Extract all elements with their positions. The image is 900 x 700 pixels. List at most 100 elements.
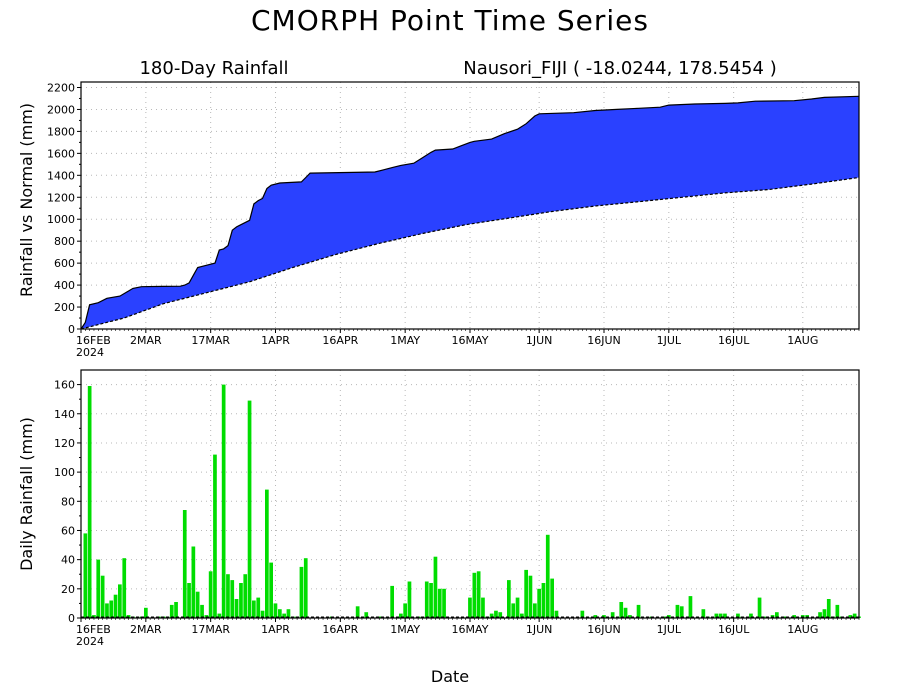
bottom-bar-2024-06-03 [546,535,550,618]
bottom-bar-2024-03-30 [265,490,269,618]
bottom-bar-2024-04-08 [304,558,308,618]
bottom-bar-2024-05-17 [473,573,477,618]
bottom-bar-2024-05-27 [516,598,520,618]
top-xtick-label-11: 1AUG [787,334,818,347]
bottom-bar-2024-05-29 [524,570,528,618]
bottom-bar-2024-06-04 [550,579,554,618]
bottom-bar-2024-06-21 [624,608,628,618]
bottom-bar-2024-03-08 [170,605,174,618]
top-xtick-label-4: 16APR [322,334,358,347]
bottom-bar-2024-08-09 [836,605,840,618]
bottom-bar-2024-05-26 [511,603,515,618]
top-rainfall-area [81,96,859,329]
bottom-bar-2024-04-28 [390,586,394,618]
bottom-xtick-year-label: 2024 [76,635,104,648]
bottom-bar-2024-03-18 [213,455,217,618]
chart-title: CMORPH Point Time Series [251,4,649,37]
bottom-xtick-label-4: 16APR [322,623,358,636]
bottom-ytick-label-3: 60 [61,524,75,537]
bottom-bar-2024-03-15 [200,605,204,618]
bottom-bar-2024-03-25 [243,574,247,618]
top-ytick-label-5: 1000 [47,213,75,226]
bottom-bar-2024-02-26 [122,558,126,618]
bottom-bar-2024-02-23 [109,601,113,619]
bottom-xtick-label-3: 1APR [261,623,290,636]
bottom-ytick-label-8: 160 [54,379,75,392]
bottom-bar-2024-08-07 [827,599,831,618]
top-xtick-label-8: 16JUN [587,334,621,347]
bottom-xtick-label-7: 1JUN [526,623,553,636]
bottom-bar-2024-06-01 [537,589,541,618]
bottom-bar-2024-03-20 [222,385,226,618]
bottom-bar-2024-03-09 [174,602,178,618]
bottom-bar-2024-03-13 [192,547,196,619]
top-ytick-label-11: 2200 [47,81,75,94]
top-ytick-label-3: 600 [54,257,75,270]
bottom-bar-2024-04-01 [274,603,278,618]
bottom-xtick-label-9: 1JUL [657,623,682,636]
bottom-xtick-label-5: 1MAY [390,623,420,636]
bottom-bar-2024-07-03 [676,605,680,618]
bottom-bar-2024-02-18 [88,386,92,618]
bottom-xtick-label-1: 2MAR [130,623,162,636]
bottom-bar-2024-05-08 [434,557,438,618]
bottom-bar-2024-03-02 [144,608,148,618]
bottom-ytick-label-0: 0 [68,612,75,625]
top-xtick-label-6: 16MAY [452,334,489,347]
top-ytick-label-0: 0 [68,323,75,336]
bottom-bar-2024-05-06 [425,582,429,619]
bottom-panel-ylabel: Daily Rainfall (mm) [17,417,36,571]
x-axis-label: Date [431,667,469,686]
bottom-bar-2024-03-26 [248,401,252,618]
bottom-bar-2024-03-14 [196,592,200,618]
bottom-xtick-label-2: 17MAR [191,623,230,636]
top-ytick-label-6: 1200 [47,191,75,204]
top-xtick-label-9: 1JUL [657,334,682,347]
bottom-bar-2024-03-24 [239,583,243,618]
bottom-bar-2024-07-22 [758,598,762,618]
bottom-xtick-label-8: 16JUN [587,623,621,636]
bottom-ytick-label-2: 40 [61,554,75,567]
bottom-bar-2024-04-20 [356,606,360,618]
bottom-bar-2024-05-01 [403,603,407,618]
bottom-xtick-label-6: 16MAY [452,623,489,636]
bottom-bar-2024-07-04 [680,606,684,618]
bottom-bar-2024-02-21 [101,576,105,618]
bottom-xtick-label-10: 16JUL [718,623,750,636]
top-ytick-label-8: 1600 [47,147,75,160]
bottom-ytick-label-7: 140 [54,408,75,421]
bottom-bar-2024-05-02 [408,582,412,619]
bottom-bar-2024-02-20 [96,560,100,618]
bottom-bar-2024-03-27 [252,601,256,619]
bottom-bar-2024-07-06 [689,596,693,618]
top-ytick-label-7: 1400 [47,169,75,182]
bottom-bar-2024-04-07 [300,567,304,618]
top-xtick-year-label: 2024 [76,346,104,359]
bottom-bar-2024-03-21 [226,574,230,618]
top-xtick-label-1: 2MAR [130,334,162,347]
top-ytick-label-1: 200 [54,301,75,314]
top-ytick-label-2: 400 [54,279,75,292]
top-panel: 0200400600800100012001400160018002000220… [47,81,859,359]
top-panel-subtitle: Nausori_FIJI ( -18.0244, 178.5454 ) [463,58,776,79]
bottom-xtick-label-11: 1AUG [787,623,818,636]
bottom-bar-2024-03-12 [187,583,191,618]
top-xtick-label-10: 16JUL [718,334,750,347]
bottom-bar-2024-02-24 [114,595,118,618]
top-ytick-label-10: 2000 [47,103,75,116]
top-xtick-label-2: 17MAR [191,334,230,347]
bottom-bar-2024-05-18 [477,571,481,618]
top-panel-title: 180-Day Rainfall [139,58,288,79]
bottom-bar-2024-06-24 [637,605,641,618]
bottom-bar-2024-05-19 [481,598,485,618]
bottom-bar-2024-03-31 [269,563,273,618]
bottom-bar-2024-03-11 [183,510,187,618]
top-ytick-label-9: 1800 [47,125,75,138]
bottom-ytick-label-1: 20 [61,583,75,596]
bottom-bar-2024-05-30 [529,576,533,618]
bottom-bar-2024-02-22 [105,603,109,618]
bottom-ytick-label-5: 100 [54,466,75,479]
top-xtick-label-7: 1JUN [526,334,553,347]
